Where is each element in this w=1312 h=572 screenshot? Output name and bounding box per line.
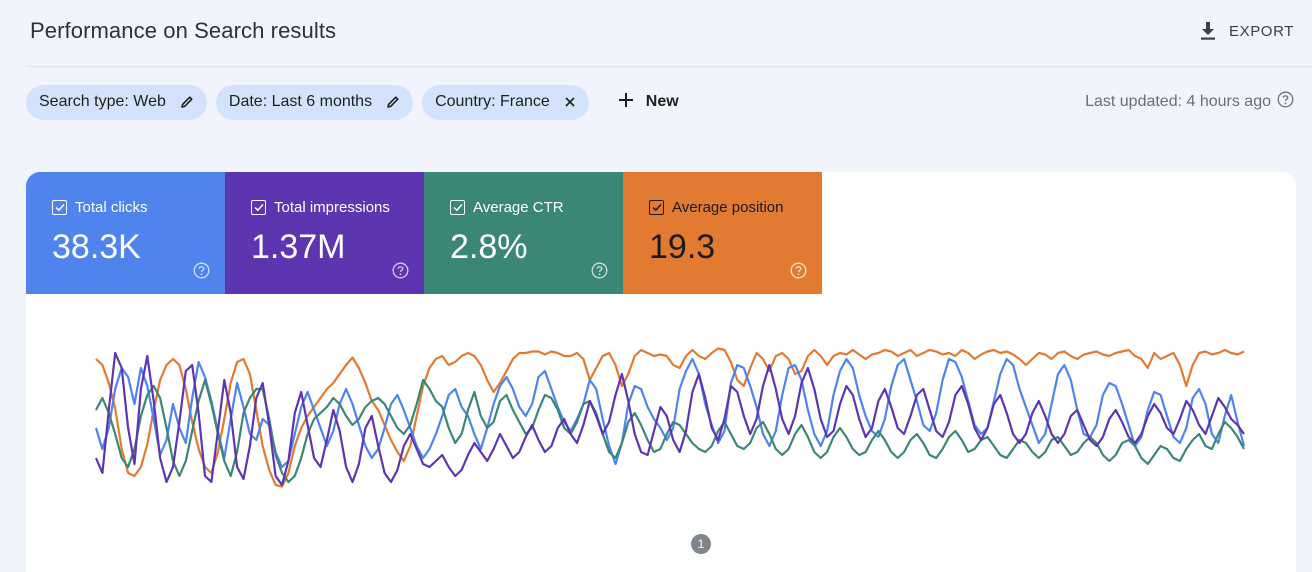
- help-icon[interactable]: [790, 262, 807, 284]
- metric-card-average-ctr[interactable]: Average CTR 2.8%: [424, 172, 623, 294]
- checkbox-checked-icon[interactable]: [251, 200, 266, 215]
- metric-card-average-position[interactable]: Average position 19.3: [623, 172, 822, 294]
- last-updated-text: Last updated: 4 hours ago: [1085, 93, 1271, 110]
- chip-label: Country: France: [435, 93, 550, 110]
- new-filter-button[interactable]: New: [610, 85, 687, 120]
- help-icon[interactable]: [193, 262, 210, 284]
- metric-label: Average CTR: [473, 199, 564, 216]
- metric-card-total-clicks[interactable]: Total clicks 38.3K: [26, 172, 225, 294]
- series-line-average-position: [95, 347, 1245, 488]
- filter-chip-search-type[interactable]: Search type: Web: [26, 84, 207, 120]
- checkbox-checked-icon[interactable]: [52, 200, 67, 215]
- filter-chip-country[interactable]: Country: France: [422, 84, 589, 120]
- annotation-count: 1: [697, 537, 705, 551]
- filter-bar: Search type: Web Date: Last 6 months Cou…: [26, 84, 687, 120]
- close-icon[interactable]: [564, 96, 576, 108]
- metric-value: 2.8%: [450, 228, 528, 266]
- series-line-total-impressions: [94, 351, 1245, 487]
- metric-value: 1.37M: [251, 228, 346, 266]
- annotation-marker[interactable]: 1: [691, 534, 711, 554]
- performance-panel: Total clicks 38.3K Total impressions 1.3…: [26, 172, 1296, 572]
- metric-label: Total clicks: [75, 199, 148, 216]
- metric-value: 19.3: [649, 228, 716, 266]
- checkbox-checked-icon[interactable]: [649, 200, 664, 215]
- page-title: Performance on Search results: [30, 18, 337, 43]
- pencil-icon[interactable]: [386, 95, 400, 109]
- help-icon[interactable]: [392, 262, 409, 284]
- checkbox-checked-icon[interactable]: [450, 200, 465, 215]
- last-updated: Last updated: 4 hours ago: [1085, 91, 1294, 113]
- help-icon[interactable]: [591, 262, 608, 284]
- help-icon[interactable]: [1277, 91, 1294, 113]
- metric-label: Total impressions: [274, 199, 390, 216]
- download-icon: [1199, 21, 1217, 41]
- filter-chip-date[interactable]: Date: Last 6 months: [215, 84, 414, 120]
- new-label: New: [645, 93, 679, 110]
- metric-label: Average position: [672, 199, 784, 216]
- plus-icon: [618, 92, 634, 113]
- metric-card-total-impressions[interactable]: Total impressions 1.37M: [225, 172, 424, 294]
- metric-cards: Total clicks 38.3K Total impressions 1.3…: [26, 172, 822, 294]
- chip-label: Search type: Web: [39, 93, 166, 110]
- chip-label: Date: Last 6 months: [228, 93, 373, 110]
- header-divider: [26, 66, 1312, 67]
- page-header: Performance on Search results EXPORT: [0, 0, 1312, 66]
- metric-value: 38.3K: [52, 228, 141, 266]
- export-button[interactable]: EXPORT: [1199, 17, 1294, 45]
- pencil-icon[interactable]: [180, 95, 194, 109]
- performance-line-chart: [94, 347, 1246, 488]
- export-label: EXPORT: [1228, 22, 1294, 40]
